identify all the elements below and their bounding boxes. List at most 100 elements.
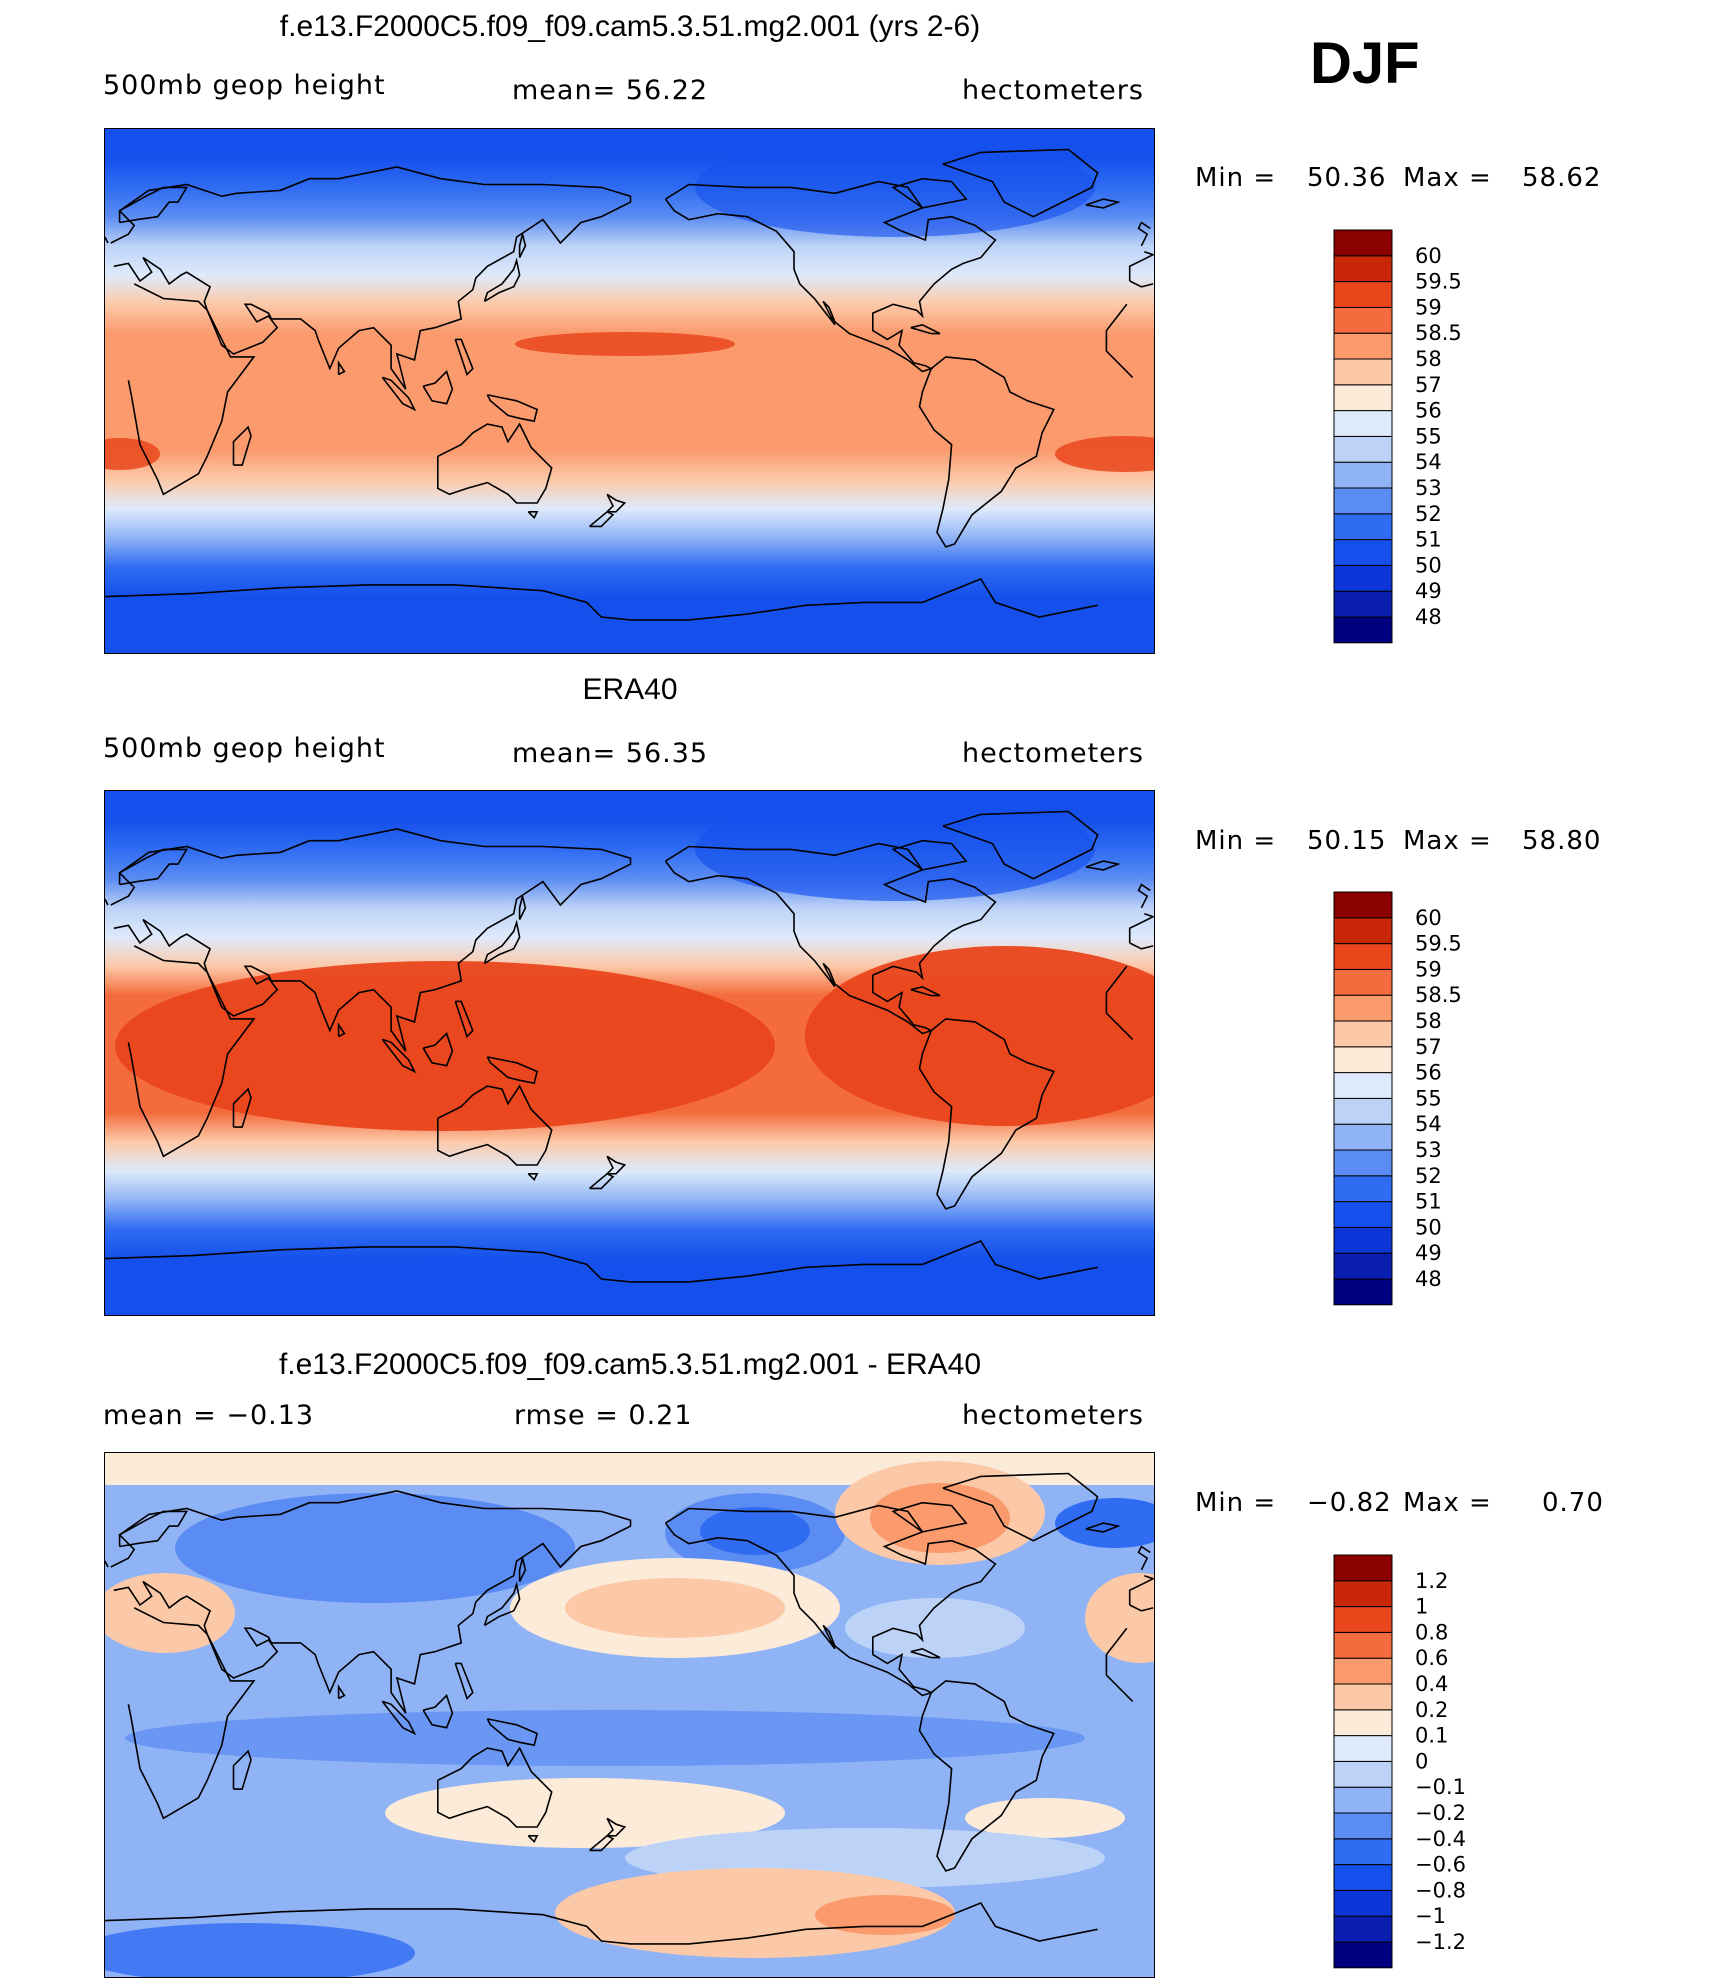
panel-3-southern-high <box>815 1895 955 1935</box>
panel-2-max-value: 58.80 <box>1522 826 1602 856</box>
panel-2-western-max <box>805 946 1154 1126</box>
colorbar-tick-label: 59.5 <box>1415 932 1462 956</box>
coastline-australia <box>437 1746 553 1828</box>
colorbar-swatch <box>1333 994 1393 1022</box>
panel-3-colorbar: −1.2 −1 −0.8 −0.6 −0.4 −0.2 −0.1 0 0.1 0.2 0.4 0.6 0… <box>1333 1554 1484 1970</box>
panel-2-anomalies <box>115 797 1154 1315</box>
coastline-antarctica <box>105 578 1098 621</box>
panel-2-variable-label: 500mb geop height <box>103 733 386 764</box>
coastline-cuba <box>910 323 941 335</box>
panel-1-min-label: Min = <box>1195 163 1277 193</box>
coastline-japan <box>483 257 521 303</box>
coastline-greenland <box>942 148 1099 218</box>
coastline-samerica <box>918 1680 1055 1872</box>
coastline-antarctica <box>105 1240 1098 1283</box>
panel-3-antarctic-low <box>105 1923 415 1977</box>
colorbar-tick-label: −0.2 <box>1415 1801 1466 1825</box>
colorbar-tick-label: 60 <box>1415 906 1442 930</box>
coastline-borneo <box>422 1694 454 1729</box>
panel-1-colorbar: 48 49 50 51 52 53 54 55 56 57 58 58.5 59 59.5 60 <box>1333 229 1484 645</box>
coastline-nzsouth <box>589 1172 615 1190</box>
colorbar-swatch <box>1333 1915 1393 1943</box>
coastline-sakhalin <box>518 896 527 920</box>
coastline-newzealand <box>605 1155 627 1175</box>
colorbar-tick-label: 49 <box>1415 1241 1442 1265</box>
colorbar-swatch <box>1333 564 1393 592</box>
coastline-sakhalin <box>518 234 527 258</box>
colorbar-swatch <box>1333 410 1393 437</box>
panel-2-coastlines <box>105 810 1154 1283</box>
coastline-newguinea <box>486 394 539 423</box>
colorbar-tick-label: 51 <box>1415 1190 1442 1214</box>
coastline-borneo <box>422 1032 454 1067</box>
panel-2-min-value: 50.15 <box>1307 826 1387 856</box>
colorbar-swatch <box>1333 358 1393 386</box>
colorbar-tick-label: 55 <box>1415 424 1442 448</box>
colorbar-swatch <box>1333 487 1393 515</box>
coastline-greenland <box>942 1472 1099 1542</box>
panel-3-title: f.e13.F2000C5.f09_f09.cam5.3.51.mg2.001 … <box>278 1348 982 1381</box>
panel-1-title: f.e13.F2000C5.f09_f09.cam5.3.51.mg2.001 … <box>279 10 981 43</box>
panel-1-atlantic-max <box>1055 436 1154 472</box>
colorbar-swatch <box>1333 1226 1393 1254</box>
colorbar-tick-label: −1.2 <box>1415 1930 1466 1954</box>
colorbar-tick-label: 0.1 <box>1415 1724 1448 1748</box>
coastline-sumatra <box>381 1700 417 1736</box>
panel-2-units-label: hectometers <box>962 738 1144 769</box>
colorbar-swatch <box>1333 1046 1393 1074</box>
coastline-britain <box>105 883 1151 909</box>
panel-3-colorbar-svg: −1.2−1−0.8−0.6−0.4−0.2−0.100.10.20.40.60… <box>1333 1554 1466 1969</box>
colorbar-tick-label: 58.5 <box>1415 983 1462 1007</box>
colorbar-tick-label: 53 <box>1415 476 1442 500</box>
colorbar-tick-label: −1 <box>1415 1904 1446 1928</box>
coastline-madagascar <box>232 425 252 466</box>
coastline-eurasia <box>110 828 1154 1052</box>
colorbar-swatch <box>1333 590 1393 618</box>
coastline-iceland <box>1085 860 1121 871</box>
coastline-japan <box>483 919 521 965</box>
coastline-srilanka <box>337 1684 346 1700</box>
panel-3-spac-high <box>385 1778 785 1848</box>
coastline-australia <box>437 422 553 504</box>
coastline-baffin <box>891 839 968 871</box>
colorbar-swatch <box>1333 1123 1393 1151</box>
colorbar-swatch <box>1333 1941 1393 1969</box>
colorbar-tick-label: 0.4 <box>1415 1672 1448 1696</box>
coastline-borneo <box>422 370 454 405</box>
colorbar-swatch <box>1333 461 1393 489</box>
colorbar-tick-label: 52 <box>1415 1164 1442 1188</box>
coastline-scandinavia <box>118 1510 189 1548</box>
colorbar-swatch <box>1333 513 1393 541</box>
coastline-africa <box>127 1607 1134 1820</box>
colorbar-tick-label: −0.8 <box>1415 1878 1466 1902</box>
colorbar-tick-label: −0.4 <box>1415 1827 1466 1851</box>
colorbar-tick-label: 0 <box>1415 1749 1428 1773</box>
panel-3-us-light <box>845 1598 1025 1658</box>
panel-3-min-value: −0.82 <box>1307 1488 1392 1518</box>
panel-3-mean-label: mean = −0.13 <box>103 1400 315 1431</box>
coastline-namerica <box>664 180 997 373</box>
coastline-newzealand <box>605 1817 627 1837</box>
colorbar-tick-label: 50 <box>1415 1215 1442 1239</box>
coastline-greenland <box>942 810 1099 880</box>
colorbar-swatch <box>1333 384 1393 412</box>
colorbar-tick-label: 0.2 <box>1415 1698 1448 1722</box>
panel-1-max-value: 58.62 <box>1522 163 1602 193</box>
colorbar-swatch <box>1333 1631 1393 1659</box>
panel-2-max-label: Max = <box>1403 826 1492 856</box>
panel-3-max-label: Max = <box>1403 1488 1492 1518</box>
panel-1-variable-label: 500mb geop height <box>103 70 386 101</box>
colorbar-tick-label: 0.8 <box>1415 1620 1448 1644</box>
colorbar-swatch <box>1333 1606 1393 1633</box>
coastline-eurasia <box>110 1490 1154 1714</box>
panel-3-max-value: 0.70 <box>1542 1488 1604 1518</box>
colorbar-tick-label: 54 <box>1415 1112 1442 1136</box>
panel-3-eurasia-low <box>175 1493 575 1603</box>
colorbar-swatch <box>1333 943 1393 970</box>
coastline-madagascar <box>232 1087 252 1128</box>
colorbar-swatch <box>1333 968 1393 996</box>
coastline-africa <box>127 283 1134 496</box>
panel-3-min-label: Min = <box>1195 1488 1277 1518</box>
colorbar-swatch <box>1333 1838 1393 1866</box>
